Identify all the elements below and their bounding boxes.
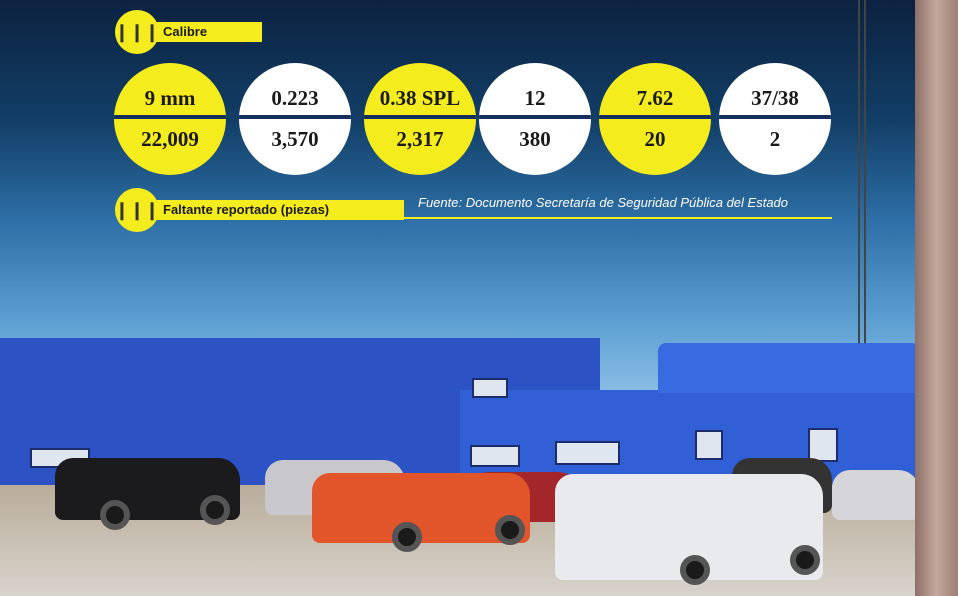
caliber-label: 37/38	[719, 63, 831, 119]
caliber-circle: 37/38 2	[719, 63, 831, 175]
caliber-circle: 0.38 SPL 2,317	[364, 63, 476, 175]
missing-count: 20	[644, 127, 666, 151]
caliber-circle: 12 380	[479, 63, 591, 175]
window	[808, 428, 838, 462]
window	[472, 378, 508, 398]
missing-label: Faltante reportado (piezas)	[137, 200, 404, 220]
wheel	[680, 555, 710, 585]
caliber-label: 0.38 SPL	[364, 63, 476, 119]
caliber-circle: 7.62 20	[599, 63, 711, 175]
wheel	[200, 495, 230, 525]
window	[695, 430, 723, 460]
missing-header: ❙❙❙ Faltante reportado (piezas)	[114, 188, 404, 232]
missing-count: 2,317	[396, 127, 444, 151]
car-white-right	[832, 470, 920, 520]
calibre-title: Calibre	[137, 22, 262, 42]
wheel	[790, 545, 820, 575]
caliber-label: 12	[479, 63, 591, 119]
wheel	[495, 515, 525, 545]
window	[555, 441, 620, 465]
source-note: Fuente: Documento Secretaría de Segurida…	[418, 195, 789, 210]
missing-count: 3,570	[271, 127, 319, 151]
antenna-tower	[858, 0, 866, 345]
caliber-label: 9 mm	[114, 63, 226, 119]
caliber-label: 0.223	[239, 63, 351, 119]
caliber-label: 7.62	[599, 63, 711, 119]
caliber-circle: 9 mm 22,009	[114, 63, 226, 175]
missing-count: 22,009	[141, 127, 199, 151]
wheel	[100, 500, 130, 530]
bullets-icon: ❙❙❙	[114, 10, 160, 54]
calibre-header: ❙❙❙ Calibre	[114, 10, 262, 54]
building-rotunda	[658, 343, 920, 393]
ammo-row-icon: ❙❙❙	[114, 188, 160, 232]
caliber-circle: 0.223 3,570	[239, 63, 351, 175]
window	[470, 445, 520, 467]
wheel	[392, 522, 422, 552]
divider-line	[350, 217, 832, 219]
missing-count: 380	[519, 127, 551, 151]
pillar	[915, 0, 958, 596]
missing-count: 2	[769, 127, 781, 151]
